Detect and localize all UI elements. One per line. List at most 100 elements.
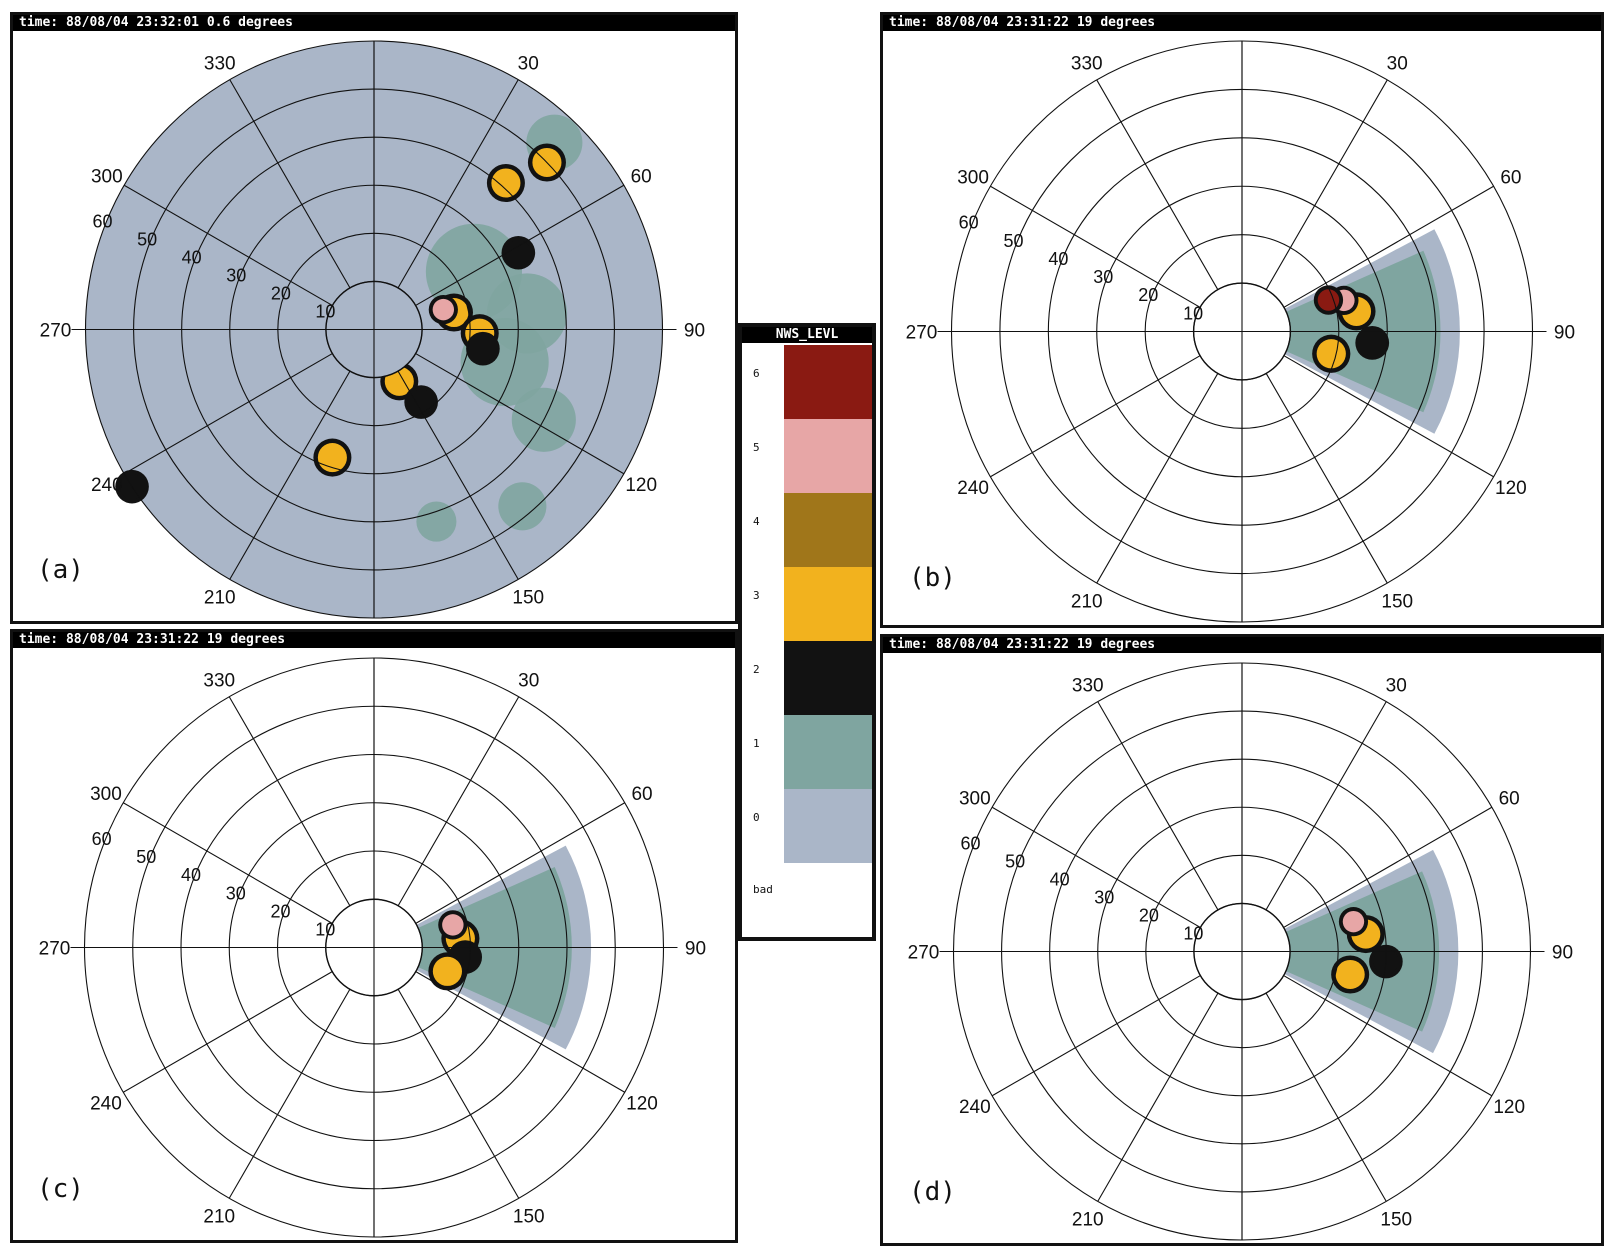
panel-title: time: 88/08/04 23:32:01 0.6 degrees [13, 15, 735, 31]
azimuth-label: 150 [513, 1207, 545, 1228]
radar-panel-a: time: 88/08/04 23:32:01 0.6 degrees 30 60… [10, 12, 738, 624]
azimuth-spoke [990, 185, 1201, 308]
legend-tick-label: 2 [753, 663, 760, 676]
legend-swatch-level-2 [784, 641, 872, 715]
range-label: 60 [92, 829, 112, 849]
azimuth-spoke [397, 696, 520, 906]
echo-area [498, 482, 547, 531]
azimuth-label: 270 [40, 321, 72, 342]
azimuth-spoke [1283, 975, 1493, 1097]
azimuth-spoke [123, 971, 333, 1093]
azimuth-label: 90 [1552, 943, 1573, 964]
azimuth-spoke [1283, 806, 1493, 928]
panel-tag: (d) [909, 1177, 956, 1207]
range-label: 50 [137, 229, 157, 249]
azimuth-spoke [1265, 79, 1388, 290]
range-label: 40 [1048, 249, 1068, 269]
range-label: 10 [315, 919, 335, 939]
azimuth-label: 300 [957, 167, 989, 188]
radar-plot: 30 60 90 120 150 210 240 270 300 330 10 20 30 40 50 60 [40, 40, 705, 619]
azimuth-label: 30 [1386, 675, 1407, 696]
azimuth-spoke [397, 79, 519, 289]
azimuth-label: 240 [91, 475, 123, 496]
range-label: 40 [181, 865, 201, 885]
radar-plot: 30 60 90 120 150 210 240 270 300 330 10 20 30 40 50 60 [908, 662, 1573, 1241]
azimuth-label: 60 [1499, 788, 1520, 809]
legend-tick-label: 5 [753, 441, 760, 454]
panel-title: time: 88/08/04 23:31:22 19 degrees [883, 15, 1601, 31]
azimuth-label: 300 [90, 784, 122, 805]
azimuth-spoke [1265, 701, 1387, 911]
legend-swatch-level-6 [784, 345, 872, 419]
azimuth-spoke [991, 975, 1201, 1097]
range-label: 30 [1094, 887, 1114, 907]
range-label: 10 [315, 301, 335, 321]
azimuth-label: 270 [908, 943, 940, 964]
azimuth-label: 300 [91, 166, 123, 187]
range-label: 60 [960, 833, 980, 853]
legend-swatch-level-1 [784, 715, 872, 789]
azimuth-label: 240 [90, 1093, 122, 1114]
panel-tag: (a) [37, 555, 84, 585]
azimuth-spoke [1283, 355, 1494, 478]
azimuth-label: 60 [631, 784, 652, 805]
azimuth-label: 30 [518, 670, 539, 691]
azimuth-spoke [1097, 701, 1219, 911]
range-label: 60 [92, 211, 112, 231]
azimuth-label: 330 [203, 670, 235, 691]
azimuth-label: 60 [1500, 167, 1521, 188]
panel-title: time: 88/08/04 23:31:22 19 degrees [883, 637, 1601, 653]
legend-tick-label: 1 [753, 737, 760, 750]
range-label: 30 [226, 265, 246, 285]
azimuth-spoke [1097, 992, 1219, 1202]
range-label: 40 [1050, 869, 1070, 889]
azimuth-spoke [415, 971, 625, 1093]
azimuth-label: 120 [1493, 1097, 1525, 1118]
range-label: 20 [1138, 285, 1158, 305]
azimuth-label: 90 [684, 321, 705, 342]
azimuth-spoke [1283, 185, 1494, 308]
legend-tick-label: 0 [753, 811, 760, 824]
azimuth-label: 150 [1380, 1210, 1412, 1231]
radar-plot: 30 60 90 120 150 210 240 270 300 330 10 20 30 40 50 60 [906, 40, 1575, 623]
legend-swatch-level-3 [784, 567, 872, 641]
azimuth-label: 240 [957, 478, 989, 499]
legend-swatch-level-5 [784, 419, 872, 493]
azimuth-spoke [415, 802, 625, 924]
azimuth-label: 30 [518, 53, 539, 74]
azimuth-spoke [990, 355, 1201, 478]
azimuth-label: 30 [1387, 54, 1408, 75]
storm-cell [505, 240, 531, 266]
range-label: 30 [226, 883, 246, 903]
range-label: 20 [1139, 905, 1159, 925]
azimuth-spoke [1096, 373, 1219, 584]
azimuth-label: 210 [203, 1207, 235, 1228]
azimuth-spoke [397, 370, 519, 580]
azimuth-spoke [123, 184, 333, 306]
range-label: 50 [1004, 231, 1024, 251]
storm-cell [1359, 330, 1385, 356]
range-label: 50 [1005, 851, 1025, 871]
storm-cell [408, 389, 434, 415]
azimuth-label: 330 [1071, 54, 1103, 75]
azimuth-spoke [1096, 79, 1219, 290]
radar-panel-c: time: 88/08/04 23:31:22 19 degrees 30 60 9… [10, 629, 738, 1243]
legend-bad-label: bad [753, 883, 773, 896]
azimuth-label: 60 [631, 166, 652, 187]
legend-title: NWS_LEVL [742, 327, 872, 343]
azimuth-spoke [415, 184, 625, 306]
azimuth-spoke [1265, 992, 1387, 1202]
radar-plot: 30 60 90 120 150 210 240 270 300 330 10 20 30 40 50 60 [39, 657, 706, 1238]
azimuth-spoke [415, 353, 625, 475]
azimuth-label: 120 [625, 475, 657, 496]
range-label: 30 [1093, 267, 1113, 287]
storm-cell [491, 168, 521, 198]
azimuth-label: 330 [1072, 675, 1104, 696]
storm-cell [1342, 910, 1365, 933]
azimuth-label: 270 [906, 323, 938, 344]
range-label: 40 [182, 247, 202, 267]
azimuth-label: 150 [512, 588, 544, 609]
legend-swatch-level-0 [784, 789, 872, 863]
azimuth-spoke [229, 79, 351, 289]
azimuth-label: 210 [1071, 591, 1103, 612]
